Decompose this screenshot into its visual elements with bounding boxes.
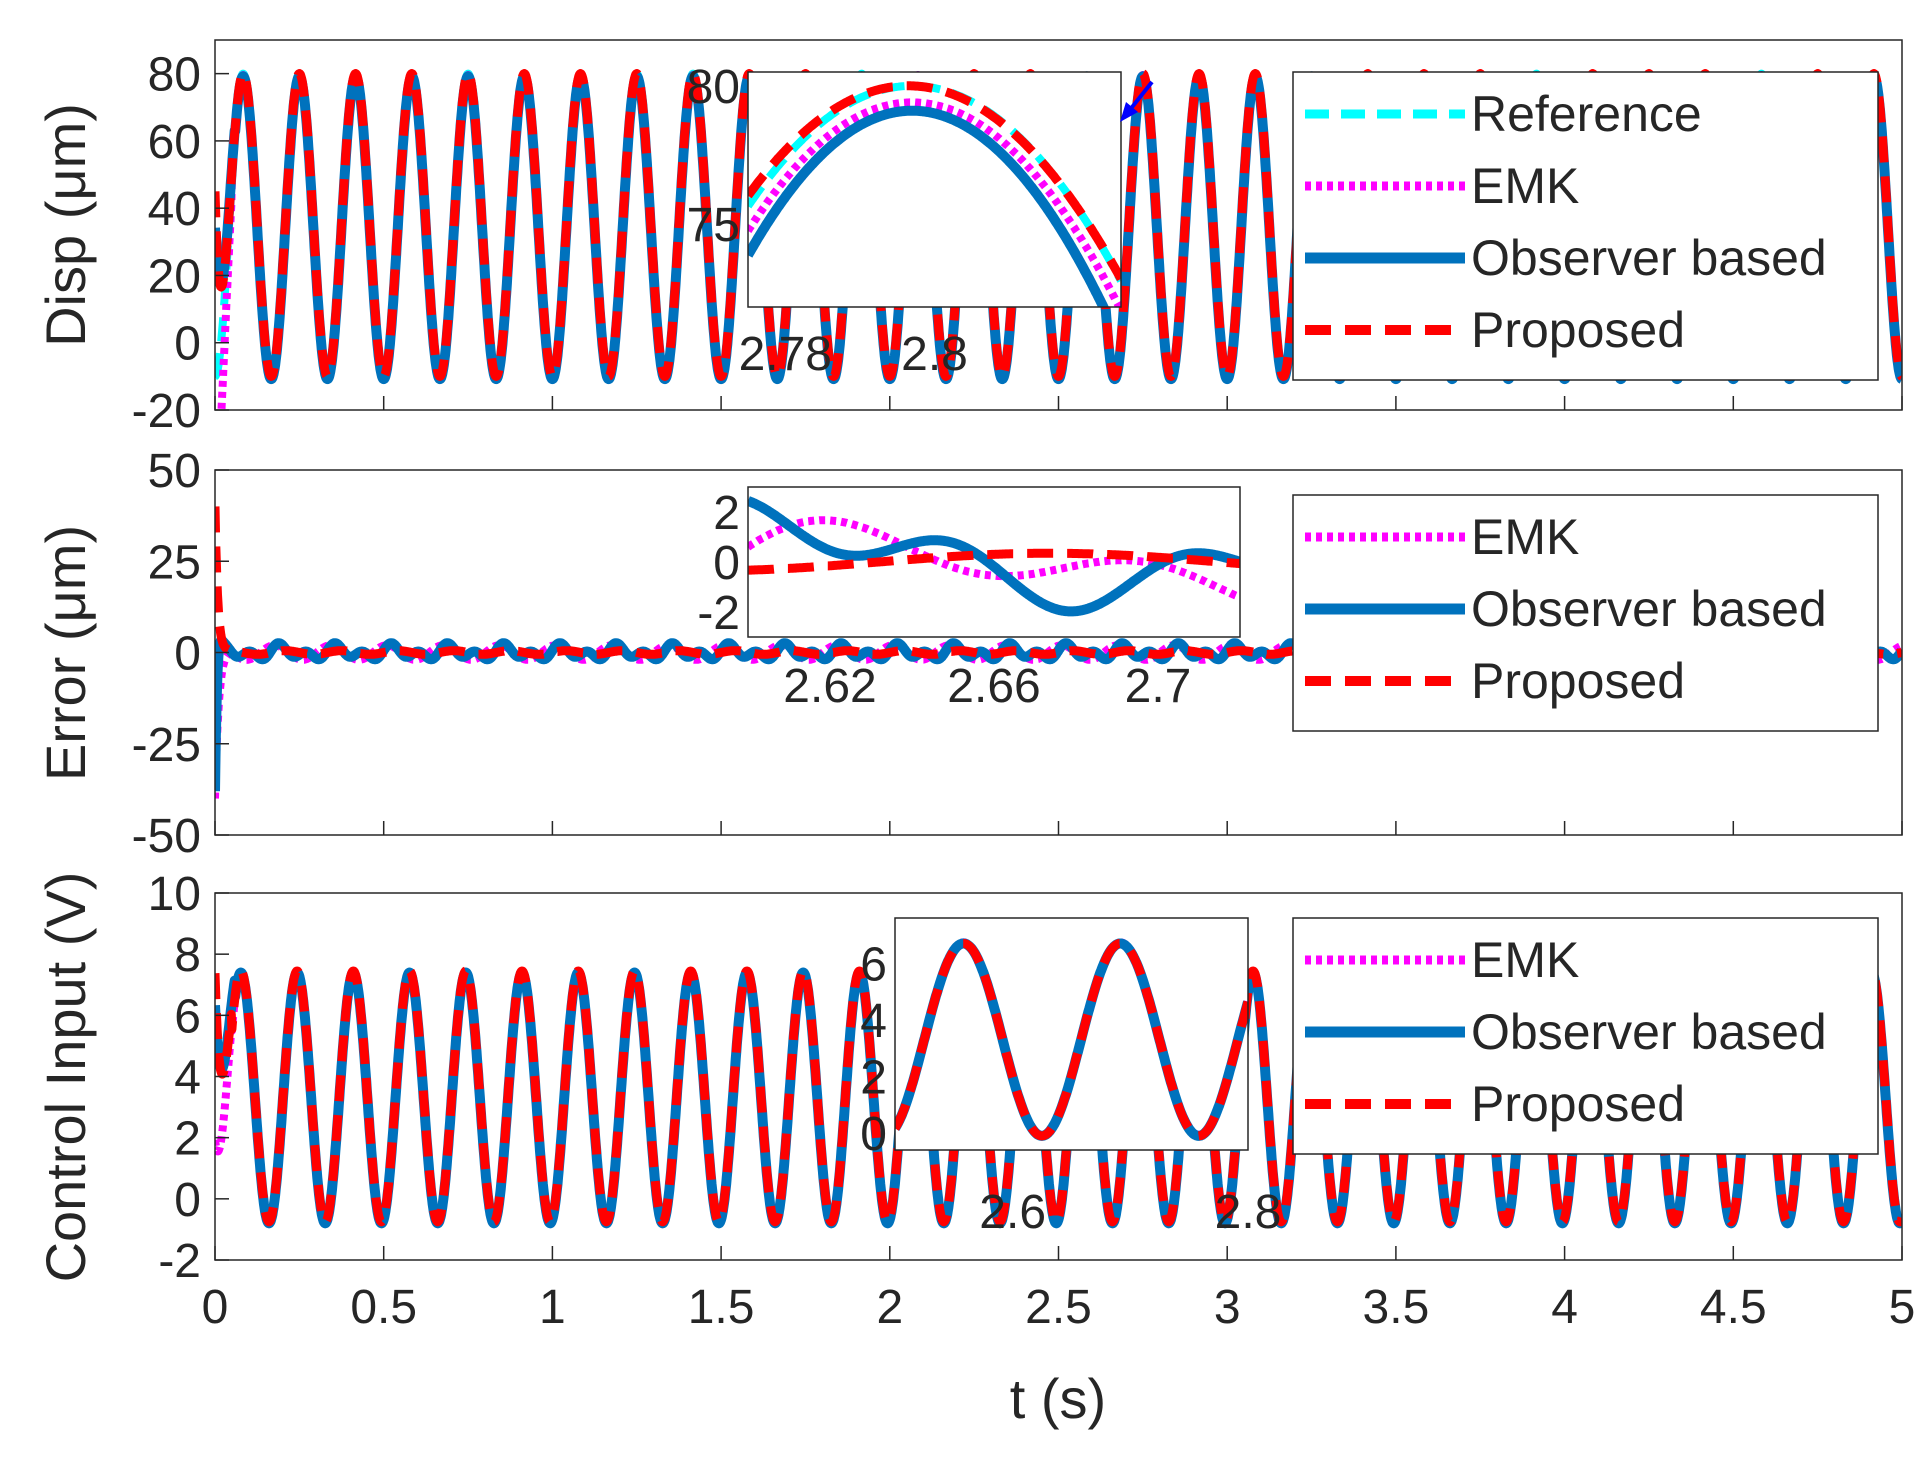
- y-tick-label: -2: [158, 1235, 201, 1288]
- series-line-proposed: [748, 548, 1240, 575]
- inset-x-tick-label: 2.8: [1215, 1186, 1282, 1239]
- series-line-proposed: [215, 966, 1902, 1227]
- inset-axes: [747, 71, 1122, 308]
- y-tick-label: 0: [174, 318, 201, 371]
- y-tick-label: 0: [174, 628, 201, 681]
- legend-label-observer-based: Observer based: [1471, 1004, 1827, 1060]
- x-tick-label: 0.5: [350, 1281, 417, 1334]
- x-tick-label: 1.5: [688, 1281, 755, 1334]
- inset-y-tick-label: 2: [713, 487, 740, 540]
- y-axis-label-control: Control Input (V): [34, 872, 97, 1283]
- y-tick-label: -50: [132, 810, 201, 863]
- zoom-pointer-arrowhead: [1120, 102, 1138, 122]
- legend-label-observer-based: Observer based: [1471, 581, 1827, 637]
- inset-x-tick-label: 2.8: [901, 328, 968, 381]
- y-tick-label: 50: [148, 445, 201, 498]
- y-tick-label: 0: [174, 1174, 201, 1227]
- inset-x-tick-label: 2.6: [979, 1186, 1046, 1239]
- y-tick-label: 80: [148, 49, 201, 102]
- y-tick-label: 20: [148, 250, 201, 303]
- x-tick-label: 4: [1551, 1281, 1578, 1334]
- inset-x-tick-label: 2.78: [739, 328, 832, 381]
- axes-box: [214, 469, 1903, 836]
- legend-label-reference: Reference: [1471, 86, 1702, 142]
- y-tick-label: 10: [148, 868, 201, 921]
- legend-label-emk: EMK: [1471, 932, 1579, 988]
- x-tick-label: 5: [1889, 1281, 1916, 1334]
- legend-label-proposed: Proposed: [1471, 1076, 1685, 1132]
- inset-y-tick-label: 4: [860, 995, 887, 1048]
- series-line-proposed: [895, 939, 1248, 1141]
- series-line-proposed: [748, 81, 1121, 282]
- x-tick-label: 4.5: [1700, 1281, 1767, 1334]
- inset-axes: [747, 486, 1241, 638]
- legend-label-observer-based: Observer based: [1471, 230, 1827, 286]
- series-line-observer-based: [748, 496, 1240, 617]
- inset-x-tick-label: 2.62: [783, 660, 876, 713]
- y-tick-label: 25: [148, 536, 201, 589]
- legend-label-emk: EMK: [1471, 509, 1579, 565]
- y-tick-label: 6: [174, 990, 201, 1043]
- inset-axes: [894, 917, 1249, 1151]
- series-line-proposed: [215, 506, 1902, 659]
- inset-y-tick-label: 0: [713, 537, 740, 590]
- series-line-reference: [748, 81, 1121, 283]
- axes-box: [214, 892, 1903, 1261]
- x-tick-label: 3: [1214, 1281, 1241, 1334]
- series-line-observer-based: [748, 105, 1109, 307]
- legend-label-proposed: Proposed: [1471, 302, 1685, 358]
- inset-y-tick-label: 80: [687, 61, 740, 114]
- displacement-panel: 80 60 40 20 0 -20 80 75 2.78 2.8 Reference EMK Obser…: [132, 39, 1903, 438]
- inset-y-tick-label: 2: [860, 1051, 887, 1104]
- x-axis-label: t (s): [1010, 1367, 1106, 1430]
- y-tick-label: -25: [132, 719, 201, 772]
- x-tick-label: 3.5: [1363, 1281, 1430, 1334]
- axes-box: [214, 39, 1903, 411]
- x-tick-label: 2.5: [1025, 1281, 1092, 1334]
- legend-label-proposed: Proposed: [1471, 653, 1685, 709]
- inset-x-tick-label: 2.7: [1125, 660, 1192, 713]
- x-tick-label: 2: [876, 1281, 903, 1334]
- series-line-proposed: [215, 69, 1902, 381]
- y-tick-label: 60: [148, 116, 201, 169]
- inset-y-tick-label: -2: [697, 587, 740, 640]
- series-line-emk: [748, 98, 1121, 307]
- x-tick-label: 1: [539, 1281, 566, 1334]
- inset-y-tick-label: 6: [860, 938, 887, 991]
- y-tick-label: 2: [174, 1113, 201, 1166]
- y-axis-label-error: Error (μm): [34, 525, 97, 781]
- legend-label-emk: EMK: [1471, 158, 1579, 214]
- inset-y-tick-label: 0: [860, 1108, 887, 1161]
- inset-x-tick-label: 2.66: [947, 660, 1040, 713]
- y-tick-label: -20: [132, 385, 201, 438]
- y-tick-label: 40: [148, 183, 201, 236]
- y-axis-label-disp: Disp (μm): [34, 103, 97, 347]
- inset-y-tick-label: 75: [687, 199, 740, 252]
- y-tick-label: 8: [174, 929, 201, 982]
- y-tick-label: 4: [174, 1052, 201, 1105]
- x-tick-label: 0: [202, 1281, 229, 1334]
